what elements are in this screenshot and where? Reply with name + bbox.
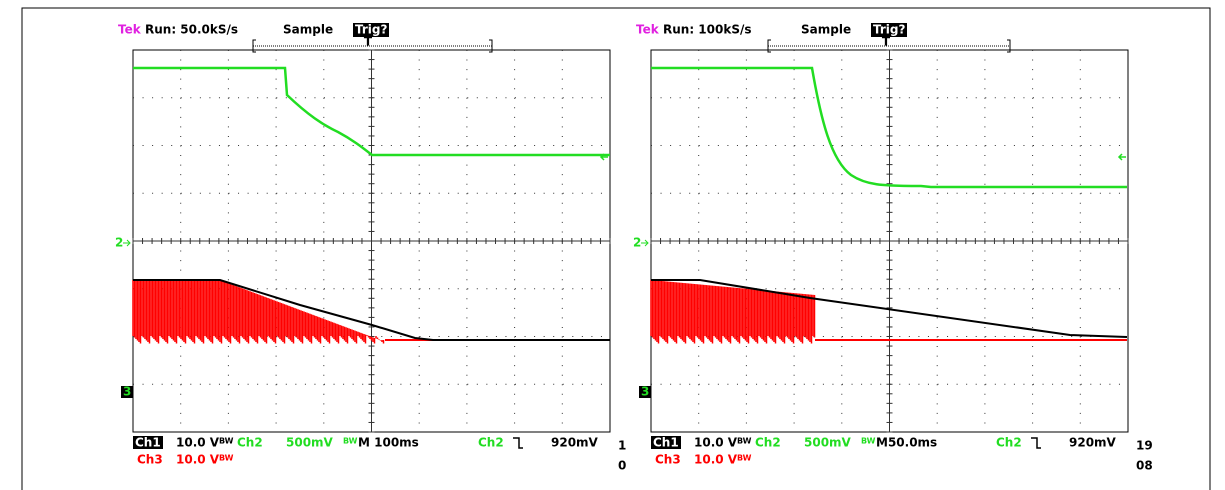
timebase: M50.0ms (876, 436, 937, 450)
run-status: Run: 100kS/s (663, 23, 752, 37)
ch2-scale: 500mV (804, 436, 852, 450)
date-top: 19 (1136, 439, 1153, 453)
ch2-marker: 2 (115, 236, 123, 250)
acq-mode: Sample (801, 23, 851, 37)
ch1-label: Ch1 (653, 436, 679, 450)
ch1-label: Ch1 (135, 436, 161, 450)
ch2-scale: 500mV (286, 436, 334, 450)
trig-source: Ch2 (996, 436, 1022, 450)
ch3-label: Ch3 (655, 453, 681, 467)
ch3-marker: 3 (123, 385, 131, 399)
tek-brand: Tek (636, 23, 660, 37)
ch1-scale: 10.0 V (176, 436, 220, 450)
date-bottom: 08 (1136, 459, 1153, 473)
ch2-bw: BW (861, 437, 876, 446)
trig-source: Ch2 (478, 436, 504, 450)
ch3-bw: BW (219, 454, 234, 463)
date-bottom: 0 (618, 459, 626, 473)
page: {"panels": [ {"header": {"brand": "Tek",… (0, 0, 1225, 490)
trigger-position: T (882, 35, 891, 49)
timebase: M 100ms (358, 436, 419, 450)
run-status: Run: 50.0kS/s (145, 23, 238, 37)
trigger-position: T (364, 35, 373, 49)
trigger-level-arrow (1119, 154, 1126, 160)
trig-level: 920mV (551, 436, 599, 450)
ch1-scale: 10.0 V (694, 436, 738, 450)
trig-slope (1031, 438, 1041, 448)
ch2-label: Ch2 (755, 436, 781, 450)
ch3-marker: 3 (641, 385, 649, 399)
trig-slope (513, 438, 523, 448)
ch2-marker: 2 (633, 236, 641, 250)
ch2-label: Ch2 (237, 436, 263, 450)
trig-level: 920mV (1069, 436, 1117, 450)
ch2-arrow (123, 240, 130, 246)
ch3-label: Ch3 (137, 453, 163, 467)
date-top: 1 (618, 439, 626, 453)
ch1-bw: BW (219, 437, 234, 446)
acq-mode: Sample (283, 23, 333, 37)
ch2-arrow (641, 240, 648, 246)
ch2-bw: BW (343, 437, 358, 446)
frame (22, 8, 1210, 490)
ch3-scale: 10.0 V (694, 453, 738, 467)
screenshot: 23TekRun: 50.0kS/sSampleTrig?TCh110.0 VB… (0, 0, 1225, 490)
ch3-bw: BW (737, 454, 752, 463)
tek-brand: Tek (118, 23, 142, 37)
ch1-bw: BW (737, 437, 752, 446)
ch3-scale: 10.0 V (176, 453, 220, 467)
